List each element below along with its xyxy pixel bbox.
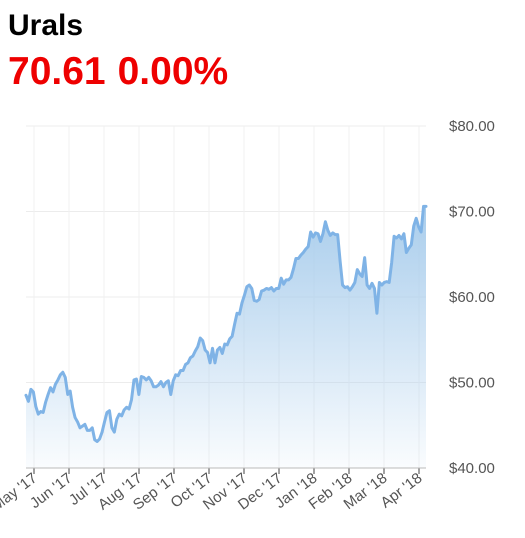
y-tick-label: $50.00 [449, 375, 495, 392]
y-tick-label: $70.00 [449, 204, 495, 221]
price-area-fill [26, 206, 426, 468]
y-axis-labels: $40.00 $50.00 $60.00 $70.00 $80.00 [449, 118, 495, 477]
y-tick-label: $40.00 [449, 460, 495, 477]
instrument-title: Urals [8, 9, 84, 42]
y-tick-label: $60.00 [449, 289, 495, 306]
price-change-percent: 0.00% [117, 50, 229, 93]
price-quote: 70.61 0.00% [8, 48, 228, 96]
y-tick-label: $80.00 [449, 118, 495, 135]
x-axis-baseline-layer [26, 467, 426, 474]
price-series-line [24, 204, 428, 443]
current-price: 70.61 [8, 50, 106, 93]
